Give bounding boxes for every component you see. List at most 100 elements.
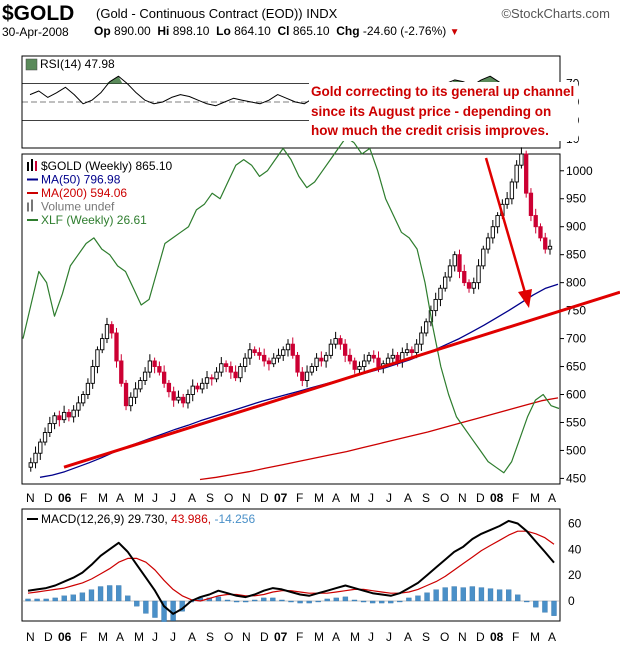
macd-histogram-bar [542,600,548,613]
candle-body [281,349,286,356]
macd-histogram-bar [261,597,267,602]
macd-histogram-bar [215,596,222,602]
macd-histogram-bar [297,600,303,604]
chart-description-text: (Gold - Continuous Contract (EOD)) [96,6,303,21]
macd-tick-label: 20 [568,568,582,582]
macd-signal-line [27,530,555,602]
macd-month-label: 08 [490,630,504,644]
candle-body [100,338,105,351]
candle-body [90,366,95,384]
macd-histogram-bar [52,597,58,602]
candle-body [28,462,33,468]
change-value: -24.60 (-2.76%) [362,24,447,38]
open-value: 890.00 [114,24,151,38]
candle-body [304,371,310,381]
candle-body [338,338,343,345]
macd-month-label: O [224,630,233,644]
macd-histogram-bar [369,600,376,604]
high-value: 898.10 [172,24,210,38]
macd-histogram-bar [233,600,240,603]
candle-body [333,338,338,345]
price-month-label: F [296,491,303,505]
price-tick-label: 500 [566,443,586,457]
macd-histogram-bar [451,586,457,602]
rsi-label: RSI(14) 47.98 [40,57,115,71]
macd-histogram-bar [79,592,86,602]
macd-histogram-bar [170,600,176,621]
macd-histogram-bar [487,588,494,602]
price-month-label: D [44,491,53,505]
low-value: 864.10 [234,24,271,38]
macd-month-label: F [296,630,303,644]
candle-body [214,371,219,380]
macd-month-label: J [386,630,392,644]
candle-body [524,153,529,194]
candle-body [447,265,453,278]
legend-gold-candle-icon [35,161,37,171]
macd-histogram-bar [315,600,321,603]
price-month-label: M [350,491,360,505]
candle-body [514,164,519,183]
macd-histogram-bar [478,587,485,602]
price-month-label: M [134,491,144,505]
candle-body [266,360,272,365]
macd-month-label: D [476,630,485,644]
candle-body [362,360,367,367]
macd-histogram-bar [106,585,113,602]
candle-body [323,354,329,362]
candle-body [314,357,319,367]
candle-body [271,357,276,365]
price-month-label: M [98,491,108,505]
legend-volume: Volume undef [41,200,115,214]
price-month-label: A [332,491,340,505]
macd-histogram-bar [342,596,349,602]
candle-body [276,354,281,359]
candle-body [504,198,510,205]
candle-body [161,371,167,384]
ma200-line [199,397,559,481]
macd-month-label: M [314,630,324,644]
macd-month-label: D [44,630,53,644]
rsi-overbought-fill [477,76,503,84]
macd-month-label: A [116,630,124,644]
macd-month-label: F [512,630,519,644]
candle-body [128,396,133,407]
macd-histogram-bar [25,598,31,602]
legend-ma50: MA(50) 796.98 [41,173,121,187]
candle-body [42,432,48,443]
macd-histogram-bar [143,600,149,614]
price-tick-label: 1000 [566,164,593,178]
candle-body [471,282,476,289]
macd-month-label: N [458,630,467,644]
macd-histogram-bar [515,594,521,602]
candle-body [147,360,153,373]
candle-body [133,388,138,398]
candle-body [181,396,186,404]
candle-body [228,366,233,373]
price-month-label: N [26,491,35,505]
candle-body [528,192,534,216]
xlf-line [22,136,560,474]
legend-gold: $GOLD (Weekly) 865.10 [41,159,172,173]
candle-body [376,357,381,367]
macd-month-label: 06 [58,630,72,644]
macd-histogram-bar [469,586,476,602]
macd-tick-label: 60 [568,516,582,530]
candle-body [395,354,400,362]
legend-volume-icon [27,202,29,212]
macd-month-label: A [332,630,340,644]
macd-month-label: A [404,630,412,644]
macd-month-label: A [188,630,196,644]
candle-body [52,415,57,425]
candle-body [343,343,348,356]
macd-histogram-bar [97,586,104,602]
annotation-note: Gold correcting to its general up channe… [309,82,578,141]
price-month-label: F [512,491,519,505]
annotation-arrow-head [518,289,532,308]
candle-body [466,282,472,289]
macd-histogram-bar [43,598,49,602]
price-month-label: J [368,491,374,505]
price-tick-label: 850 [566,248,586,262]
candle-body [219,363,224,373]
rsi-legend-swatch [25,58,38,71]
